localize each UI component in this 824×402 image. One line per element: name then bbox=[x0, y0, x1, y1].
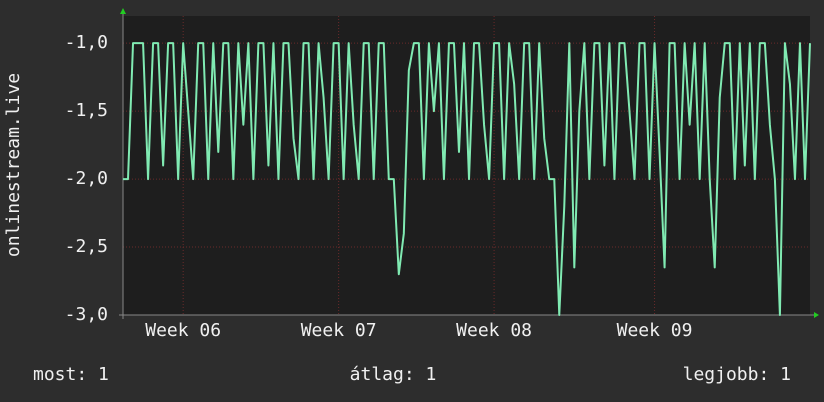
y-tick-label: -2,0 bbox=[65, 168, 108, 189]
x-tick-label: Week 08 bbox=[456, 320, 532, 341]
data-line bbox=[123, 42, 811, 316]
x-tick-label: Week 07 bbox=[301, 320, 377, 341]
plot-area bbox=[123, 16, 810, 315]
x-axis-arrow bbox=[814, 312, 819, 318]
y-tick-label: -3,0 bbox=[65, 304, 108, 325]
legend-current: most: 1 bbox=[33, 364, 109, 385]
y-axis-arrow bbox=[120, 8, 126, 14]
x-tick-label: Week 09 bbox=[617, 320, 693, 341]
y-axis-label: onlinestream.live bbox=[3, 73, 24, 257]
y-tick-label: -2,5 bbox=[65, 236, 108, 257]
y-tick-label: -1,0 bbox=[65, 32, 108, 53]
legend-average: átlag: 1 bbox=[350, 364, 437, 385]
y-tick-label: -1,5 bbox=[65, 100, 108, 121]
x-tick-label: Week 06 bbox=[145, 320, 221, 341]
legend-max: legjobb: 1 bbox=[683, 364, 791, 385]
